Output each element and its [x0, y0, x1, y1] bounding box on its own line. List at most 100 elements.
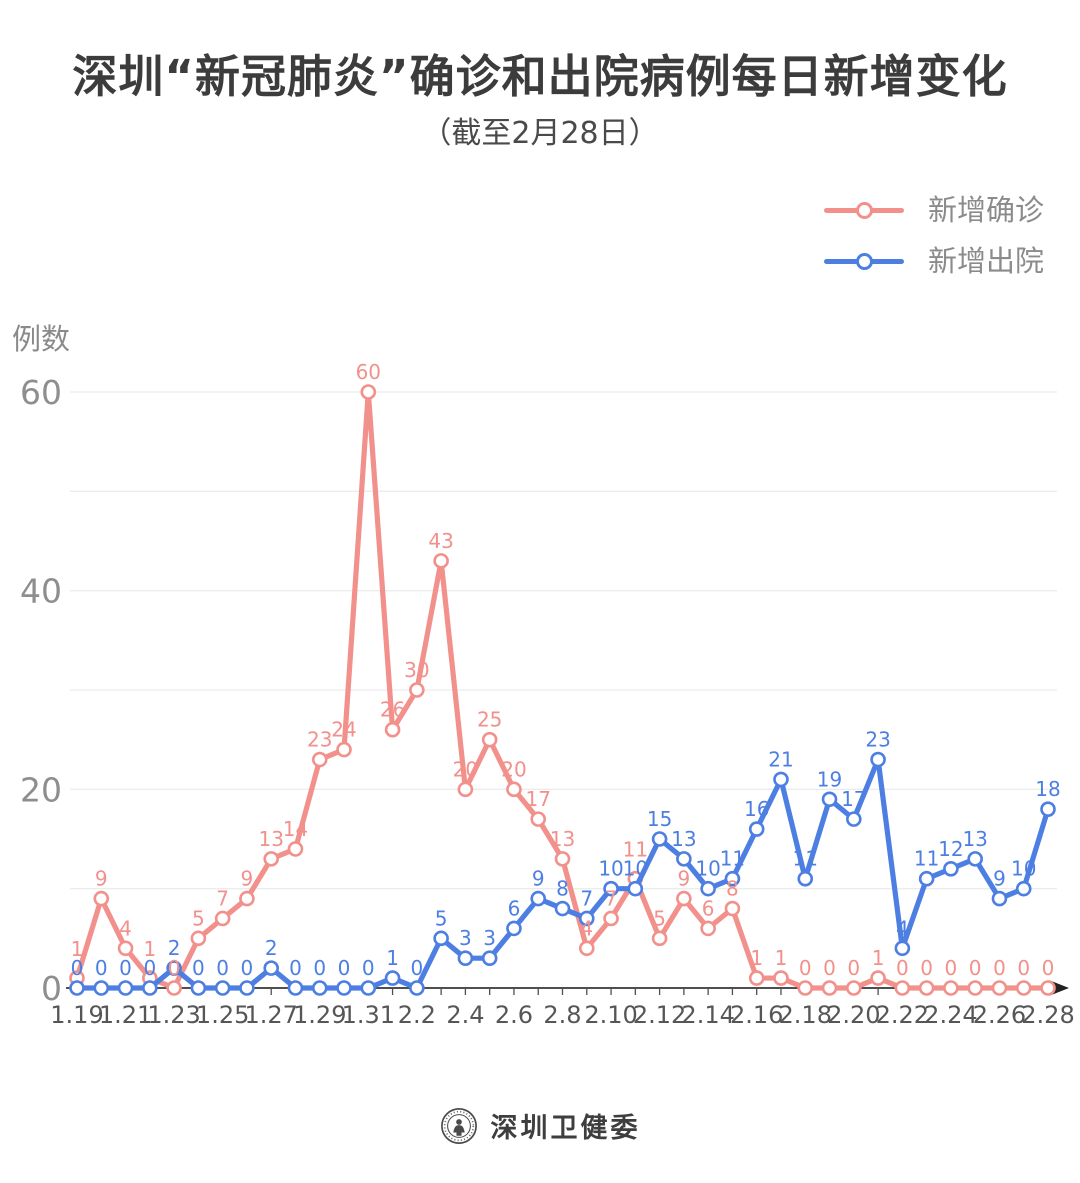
svg-text:11: 11 [914, 847, 939, 871]
svg-text:3: 3 [483, 926, 496, 950]
svg-text:0: 0 [241, 956, 254, 980]
svg-text:2.22: 2.22 [876, 1001, 929, 1029]
svg-text:23: 23 [865, 728, 890, 752]
legend-label-confirmed: 新增确诊 [927, 193, 1044, 227]
svg-text:1: 1 [750, 946, 763, 970]
svg-text:2: 2 [265, 936, 278, 960]
svg-text:60: 60 [356, 360, 381, 384]
svg-text:9: 9 [993, 867, 1006, 891]
svg-text:2.20: 2.20 [827, 1001, 880, 1029]
x-axis-labels: 1.191.211.231.251.271.291.31 2.2 2.4 2.6 2.8… [50, 1001, 1074, 1029]
svg-text:2.28: 2.28 [1021, 1001, 1074, 1029]
svg-text:17: 17 [525, 787, 550, 811]
svg-text:0: 0 [192, 956, 205, 980]
svg-text:25: 25 [477, 708, 502, 732]
svg-text:18: 18 [1035, 777, 1060, 801]
footer-source-text: 深圳卫健委 [490, 1113, 641, 1144]
svg-text:9: 9 [532, 867, 545, 891]
svg-text:11: 11 [623, 838, 648, 862]
svg-text:0: 0 [823, 956, 836, 980]
svg-text:1.27: 1.27 [244, 1001, 297, 1029]
svg-text:20: 20 [501, 757, 526, 781]
svg-text:4: 4 [580, 916, 593, 940]
svg-text:0: 0 [1017, 956, 1030, 980]
svg-text:0: 0 [313, 956, 326, 980]
svg-text:0: 0 [945, 956, 958, 980]
svg-text:17: 17 [841, 787, 866, 811]
svg-text:0: 0 [143, 956, 156, 980]
svg-text:16: 16 [744, 797, 769, 821]
svg-text:3: 3 [459, 926, 472, 950]
svg-text:13: 13 [962, 827, 987, 851]
svg-text:1.29: 1.29 [293, 1001, 346, 1029]
svg-text:0: 0 [168, 956, 181, 980]
svg-text:11: 11 [720, 847, 745, 871]
series-confirmed [69, 384, 1056, 996]
svg-text:1: 1 [71, 937, 84, 961]
svg-text:21: 21 [768, 747, 793, 771]
svg-text:10: 10 [1011, 857, 1036, 881]
svg-text:13: 13 [258, 827, 283, 851]
health-commission-logo-icon [440, 1107, 477, 1144]
svg-text:4: 4 [119, 916, 132, 940]
svg-text:2.14: 2.14 [681, 1001, 734, 1029]
svg-text:24: 24 [331, 718, 356, 742]
svg-text:2: 2 [168, 936, 181, 960]
svg-text:10: 10 [598, 857, 623, 881]
legend-item-confirmed: 新增确诊 [823, 192, 1044, 228]
svg-text:10: 10 [623, 857, 648, 881]
svg-text:0: 0 [95, 956, 108, 980]
svg-text:8: 8 [726, 877, 739, 901]
svg-text:7: 7 [216, 886, 229, 910]
svg-text:2.26: 2.26 [973, 1001, 1026, 1029]
svg-text:0: 0 [41, 969, 62, 1008]
page-subtitle: （截至2月28日） [421, 116, 659, 151]
svg-text:2.8: 2.8 [543, 1001, 581, 1029]
discharged-line-swatch [823, 252, 904, 270]
svg-text:20: 20 [20, 770, 62, 809]
svg-text:13: 13 [671, 827, 696, 851]
svg-text:2.10: 2.10 [584, 1001, 637, 1029]
svg-text:1.23: 1.23 [147, 1001, 200, 1029]
legend-label-discharged: 新增出院 [927, 244, 1044, 278]
svg-text:1.19: 1.19 [50, 1001, 103, 1029]
svg-text:30: 30 [404, 658, 429, 682]
svg-text:23: 23 [307, 728, 332, 752]
legend: 新增确诊 新增出院 [823, 192, 1044, 279]
svg-text:1: 1 [872, 946, 885, 970]
svg-text:1.21: 1.21 [99, 1001, 152, 1029]
svg-text:0: 0 [896, 956, 909, 980]
svg-text:2.4: 2.4 [446, 1001, 484, 1029]
y-axis-labels: 0 20 40 60 [20, 373, 62, 1008]
svg-text:9: 9 [95, 867, 108, 891]
svg-text:10: 10 [695, 857, 720, 881]
svg-text:0: 0 [847, 956, 860, 980]
svg-text:7: 7 [580, 886, 593, 910]
svg-text:5: 5 [435, 906, 448, 930]
svg-text:5: 5 [192, 906, 205, 930]
svg-text:9: 9 [678, 867, 691, 891]
svg-text:0: 0 [119, 956, 132, 980]
footer: 深圳卫健委 [0, 1106, 1080, 1145]
svg-text:0: 0 [289, 956, 302, 980]
gridlines [70, 391, 1057, 890]
series-discharged [69, 751, 1056, 996]
svg-text:1: 1 [386, 946, 399, 970]
y-axis-title: 例数 [12, 322, 71, 356]
svg-text:2.18: 2.18 [779, 1001, 832, 1029]
confirmed-line-swatch [823, 201, 904, 219]
svg-text:15: 15 [647, 807, 672, 831]
svg-text:6: 6 [702, 896, 715, 920]
svg-text:0: 0 [993, 956, 1006, 980]
svg-text:0: 0 [71, 956, 84, 980]
svg-text:43: 43 [428, 529, 453, 553]
svg-text:0: 0 [969, 956, 982, 980]
svg-text:1: 1 [143, 937, 156, 961]
svg-text:0: 0 [1042, 956, 1055, 980]
svg-text:14: 14 [283, 817, 308, 841]
svg-text:60: 60 [20, 373, 62, 412]
svg-text:6: 6 [508, 896, 521, 920]
svg-text:2.12: 2.12 [633, 1001, 686, 1029]
